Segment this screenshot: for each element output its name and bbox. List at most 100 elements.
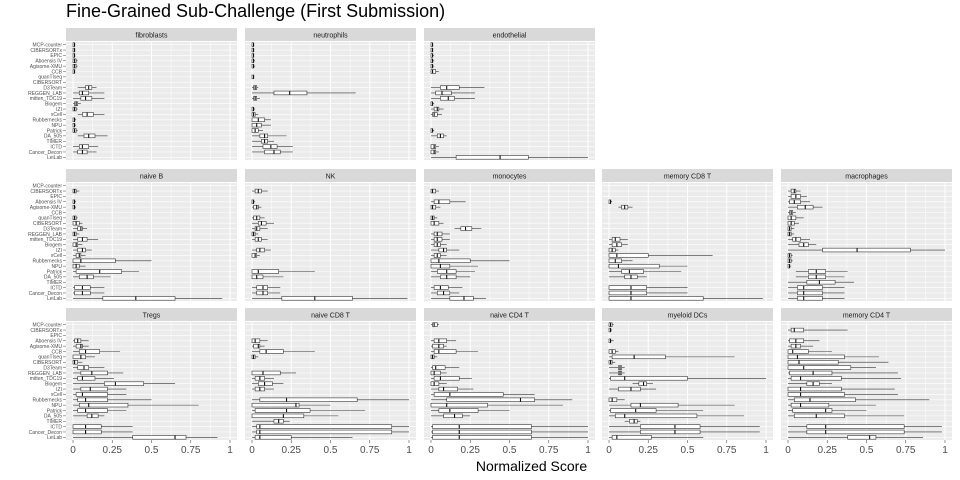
box-endothelial-ictd [430,144,437,149]
box-naive-cd8-t-patrick [254,408,311,413]
box-memory-cd4-t-patrick [792,408,833,413]
box-monocytes-izi [438,247,448,253]
strip-naive-cd4-t [424,308,595,321]
box-naive-cd8-t-aboensis-iv [251,338,261,343]
y-tick-label: xCell [51,112,62,118]
box-memory-cd8-t-leilab [608,296,704,301]
x-tick-label: 0.75 [539,445,559,456]
x-tick-label: 0 [428,445,434,456]
box-memory-cd4-t-npu [790,402,830,408]
box-memory-cd4-t-ccb [787,349,809,354]
box-naive-cd8-t-cancer-decon [256,429,393,435]
y-tick-label: IZI [56,248,62,254]
y-tick-label: ICTD [50,285,62,291]
box-tregs-rubbernecks [77,397,108,402]
strip-label-neutrophils: neutrophils [313,33,348,40]
y-tick-label: Patrick [47,269,63,275]
box-endothelial-xcell [432,112,438,117]
y-tick-label: quanTIseq [38,75,62,81]
box-nk-patrick [251,269,279,274]
x-tick-label: 0.5 [503,445,517,456]
box-memory-cd4-t-ictd [806,424,905,429]
box-memory-cd4-t-mitten-tdc19 [790,376,842,381]
y-tick-label: REGGEN_LAB [28,371,63,377]
strip-memory-cd4-t [781,308,952,321]
y-tick-label: Rubbernecks [33,398,63,404]
box-neutrophils-cancer-decon [264,149,281,155]
box-endothelial-mitten-tdc19 [440,96,455,101]
y-tick-label: Cancer_Decon [29,291,63,297]
y-tick-label: REGGEN_LAB [28,232,63,238]
y-tick-label: DA_505 [44,414,62,420]
box-macrophages-quantiseq [787,215,797,221]
box-nk-cancer-decon [256,290,268,296]
y-tick-label: Biogem [45,381,62,387]
x-axis-label: Normalized Score [475,458,588,474]
box-naive-cd8-t-agisome-xmu [253,343,261,349]
y-tick-label: ICTD [50,144,62,150]
box-nk-agisome-xmu [253,204,259,210]
box-myeloid-dcs-mitten-tdc19 [610,376,688,381]
y-tick-label: mitten_TDC19 [30,96,62,102]
box-myeloid-dcs-da-505 [614,413,698,419]
box-nk-ictd [256,285,268,290]
box-naive-cd4-t-npu [430,402,488,408]
box-nk-da-505 [251,274,264,280]
box-myeloid-dcs-rubbernecks [608,397,618,402]
y-tick-label: NPU [51,123,62,129]
y-tick-label: CCB [51,210,62,216]
y-tick-label: Aboensis IV [35,339,62,345]
box-myeloid-dcs-izi [618,386,641,392]
box-myeloid-dcs-npu [630,402,679,408]
box-fibroblasts-ictd [78,144,89,149]
y-tick-label: xCell [51,253,62,259]
box-neutrophils-ictd [262,144,278,149]
box-monocytes-d3team [460,226,473,231]
strip-naive-cd8-t [245,308,416,321]
strip-label-endothelial: endothelial [493,33,527,40]
y-tick-label: CIBERSORTx [30,189,62,195]
box-endothelial-leilab [455,155,529,160]
y-tick-label: quanTIseq [38,355,62,361]
strip-tregs [66,308,237,321]
strip-label-nk: NK [326,174,336,181]
y-tick-label: CIBERSORT [33,80,62,86]
box-naive-cd4-t-agisome-xmu [432,343,444,349]
box-macrophages-patrick [808,269,826,274]
y-tick-label: MCP-counter [33,42,63,48]
y-tick-label: Cancer_Decon [29,430,63,436]
y-tick-label: D3Team [43,85,62,91]
x-tick-label: 0.75 [181,445,201,456]
box-myeloid-dcs-leilab [611,435,652,440]
box-neutrophils-reggen-lab [273,90,308,96]
box-naive-cd4-t-ccb [433,349,457,354]
box-monocytes-mitten-tdc19 [433,237,443,242]
y-tick-label: DA_505 [44,134,62,140]
box-naive-cd4-t-aboensis-iv [433,338,448,343]
box-memory-cd4-t-reggen-lab [789,370,833,376]
box-monocytes-ictd [433,285,449,290]
box-tregs-patrick [77,408,108,413]
box-fibroblasts-da-505 [83,133,96,139]
box-memory-cd4-t-izi [787,386,842,392]
box-memory-cd4-t-cibersort [787,360,839,365]
box-naive-cd8-t-ccb [259,349,284,354]
box-nk-d3team [254,226,261,231]
strip-label-memory-cd8-t: memory CD8 T [664,174,712,181]
strip-label-macrophages: macrophages [845,174,888,181]
box-memory-cd4-t-aboensis-iv [789,338,805,343]
y-tick-label: EPIC [50,333,62,339]
box-naive-cd8-t-da-505 [251,413,305,419]
chart-title: Fine-Grained Sub-Challenge (First Submis… [66,1,446,21]
x-tick-label: 0 [606,445,612,456]
box-tregs-cibersort [72,360,79,365]
x-tick-label: 0.75 [360,445,380,456]
y-tick-label: Patrick [47,128,63,134]
y-tick-label: NPU [51,264,62,270]
y-tick-label: REGGEN_LAB [28,91,63,97]
strip-endothelial [424,28,595,41]
box-memory-cd8-t-xcell [608,253,649,258]
y-tick-label: LeiLab [47,155,62,161]
